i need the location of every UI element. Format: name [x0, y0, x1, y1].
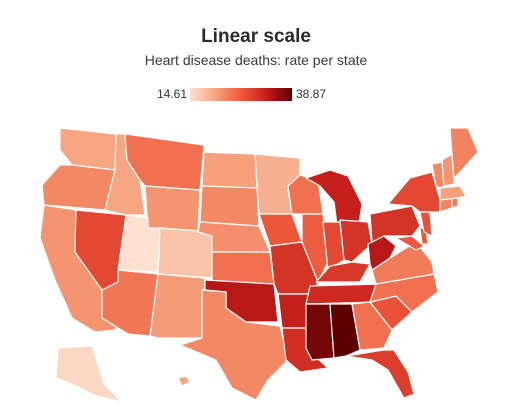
state-HI[interactable] [177, 375, 191, 387]
state-NH[interactable] [441, 153, 455, 187]
state-KS[interactable] [211, 251, 275, 285]
state-VT[interactable] [431, 161, 445, 189]
state-WA[interactable] [59, 127, 117, 171]
map-subtitle: Heart disease deaths: rate per state [144, 52, 368, 68]
state-GA[interactable] [351, 301, 393, 351]
state-NM[interactable] [149, 273, 206, 339]
state-AL[interactable] [329, 303, 361, 359]
color-legend: 14.61 38.87 [0, 86, 512, 104]
state-ND[interactable] [201, 151, 258, 189]
state-MD[interactable] [395, 235, 425, 251]
legend-min-label: 14.61 [156, 87, 187, 101]
state-ME[interactable] [449, 127, 479, 179]
state-AK[interactable] [55, 345, 123, 403]
legend-max-label: 38.87 [296, 87, 327, 101]
map-title: Linear scale [201, 26, 311, 47]
state-IL[interactable] [301, 213, 329, 283]
state-SD[interactable] [199, 185, 260, 227]
legend-gradient-bar [190, 88, 292, 101]
state-TX[interactable] [179, 289, 289, 401]
state-RI[interactable] [451, 197, 459, 209]
state-WI[interactable] [287, 174, 324, 215]
state-FL[interactable] [345, 349, 415, 399]
state-WY[interactable] [144, 185, 201, 233]
state-NY[interactable] [387, 171, 441, 213]
state-MA[interactable] [439, 185, 467, 201]
state-MS[interactable] [305, 303, 335, 361]
state-OR[interactable] [41, 164, 116, 211]
state-OH[interactable] [339, 219, 373, 263]
state-KY[interactable] [315, 261, 371, 283]
state-NJ[interactable] [419, 211, 433, 237]
state-CO[interactable] [157, 227, 214, 279]
